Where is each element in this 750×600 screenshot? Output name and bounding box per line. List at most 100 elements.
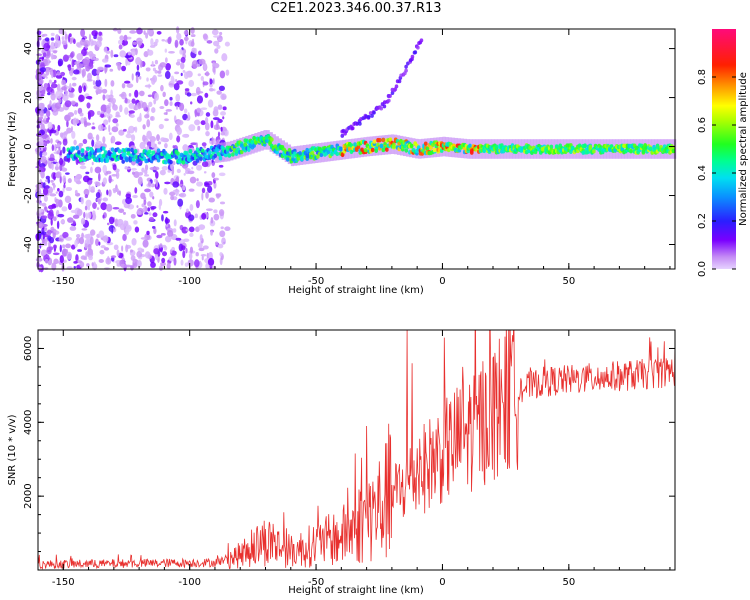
spectrogram-noise-mark (83, 85, 86, 92)
spectrogram-noise-mark (180, 245, 186, 251)
spectrogram-noise-mark (70, 126, 73, 133)
spectrogram-noise-mark (70, 100, 76, 106)
spectrogram-noise-mark (121, 245, 124, 252)
spectrogram-noise-mark (156, 234, 163, 239)
spectrogram-noise-mark (37, 116, 44, 120)
spectrogram-noise-mark (166, 229, 174, 237)
spectrogram-noise-mark (219, 252, 223, 257)
spectrogram-noise-mark (63, 95, 67, 100)
spectrogram-noise-mark (148, 101, 153, 108)
spectrogram-noise-mark (58, 190, 64, 198)
spectrogram-noise-mark (98, 241, 101, 246)
spectrogram-noise-mark (42, 249, 47, 256)
spectrogram-y-tick-label: -40 (23, 236, 34, 252)
spectrogram-noise-mark (126, 83, 134, 88)
spectrogram-noise-mark (82, 138, 88, 144)
spectrogram-noise-mark (125, 133, 133, 139)
spectrogram-ridge-mark (482, 148, 486, 154)
spectrogram-noise-mark (157, 74, 163, 77)
spectrogram-noise-mark (53, 216, 57, 222)
spectrogram-noise-mark (188, 214, 195, 221)
spectrogram-noise-mark (182, 113, 188, 121)
spectrogram-x-axis-label: Height of straight line (km) (288, 285, 424, 296)
spectrogram-ridge-mark (425, 146, 430, 151)
spectrogram-noise-mark (68, 92, 74, 98)
spectrogram-noise-mark (202, 245, 209, 250)
spectrogram-noise-mark (112, 187, 120, 192)
spectrogram-branch-mark (410, 54, 415, 59)
spectrogram-noise-mark (80, 217, 86, 225)
spectrogram-noise-mark (57, 213, 65, 218)
spectrogram-noise-mark (188, 79, 195, 87)
spectrogram-noise-mark (102, 177, 108, 185)
spectrogram-noise-mark (118, 208, 125, 213)
spectrogram-noise-mark (159, 265, 163, 272)
spectrogram-noise-mark (150, 38, 154, 46)
spectrogram-noise-mark (45, 67, 50, 76)
spectrogram-noise-mark (201, 187, 206, 194)
spectrogram-noise-mark (217, 243, 224, 249)
spectrogram-ridge-mark (77, 150, 81, 155)
spectrogram-noise-mark (44, 115, 47, 121)
spectrogram-noise-mark (59, 132, 64, 138)
spectrogram-noise-mark (76, 52, 84, 61)
spectrogram-noise-mark (87, 243, 92, 251)
spectrogram-noise-mark (79, 261, 85, 268)
spectrogram-noise-mark (196, 63, 201, 68)
spectrogram-noise-mark (65, 187, 73, 192)
spectrogram-ridge-mark (101, 146, 106, 151)
spectrogram-noise-mark (218, 85, 225, 91)
spectrogram-noise-mark (86, 263, 90, 267)
spectrogram-branch-mark (404, 64, 408, 69)
spectrogram-noise-mark (151, 107, 156, 114)
spectrogram-ridge-mark (195, 158, 200, 163)
spectrogram-noise-mark (56, 71, 61, 76)
figure-title: C2E1.2023.346.00.37.R13 (270, 1, 442, 16)
spectrogram-noise-mark (198, 224, 206, 231)
spectrogram-noise-mark (108, 216, 115, 225)
spectrogram-ridge-mark (169, 159, 173, 165)
spectrogram-noise-mark (185, 208, 189, 213)
spectrogram-noise-mark (55, 172, 61, 179)
spectrogram-noise-mark (71, 59, 75, 68)
spectrogram-noise-mark (194, 109, 198, 118)
spectrogram-ridge-mark (298, 151, 302, 156)
spectrogram-noise-mark (79, 112, 84, 117)
spectrogram-noise-mark (196, 164, 203, 171)
spectrogram-noise-mark (176, 33, 182, 41)
snr-y-axis-label: SNR (10 * v/v) (7, 414, 18, 485)
spectrogram-noise-mark (41, 202, 47, 207)
spectrogram-ridge-mark (227, 153, 232, 158)
spectrogram-noise-mark (184, 262, 189, 267)
spectrogram-noise-mark (96, 110, 101, 116)
spectrogram-noise-mark (105, 50, 111, 54)
spectrogram-noise-mark (62, 146, 66, 154)
spectrogram-noise-mark (87, 211, 92, 219)
spectrogram-x-tick-label: -150 (52, 276, 75, 287)
spectrogram-noise-mark (150, 116, 154, 121)
spectrogram-noise-mark (116, 249, 120, 257)
spectrogram-noise-mark (44, 240, 48, 246)
spectrogram-noise-mark (219, 201, 226, 205)
spectrogram-noise-mark (52, 252, 60, 256)
snr-x-tick-label: 50 (562, 577, 575, 588)
spectrogram-noise-mark (204, 182, 210, 188)
spectrogram-noise-mark (95, 79, 102, 87)
spectrogram-noise-mark (66, 127, 73, 134)
spectrogram-noise-mark (156, 134, 160, 142)
spectrogram-noise-mark (129, 30, 137, 34)
spectrogram-noise-mark (39, 150, 43, 158)
spectrogram-noise-mark (148, 212, 152, 216)
spectrogram-noise-mark (175, 26, 180, 34)
spectrogram-noise-mark (75, 157, 79, 166)
spectrogram-noise-mark (159, 62, 167, 68)
spectrogram-noise-mark (204, 117, 209, 124)
spectrogram-noise-mark (84, 243, 88, 249)
spectrogram-ridge-mark (201, 148, 205, 153)
spectrogram-noise-mark (38, 36, 42, 41)
spectrogram-noise-mark (154, 59, 159, 65)
spectrogram-noise-mark (56, 83, 61, 93)
spectrogram-noise-mark (58, 238, 63, 241)
spectrogram-branch-mark (355, 121, 359, 126)
spectrogram-noise-mark (150, 140, 155, 149)
